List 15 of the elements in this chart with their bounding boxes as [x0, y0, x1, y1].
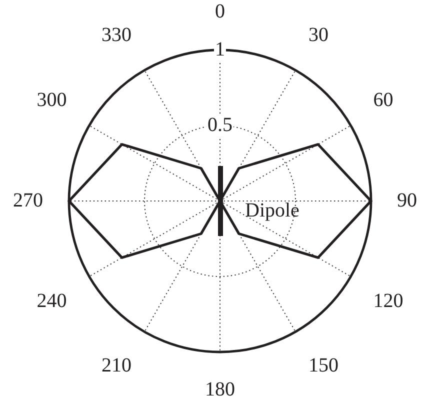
spoke-label: 30	[308, 24, 328, 46]
spoke-label: 120	[373, 290, 404, 312]
spoke-label: 150	[308, 354, 338, 377]
spoke-label: 270	[13, 189, 43, 212]
spoke-label: 0	[215, 0, 225, 22]
spoke-label: 330	[102, 24, 132, 46]
spoke-label: 210	[102, 354, 132, 377]
spoke-label: 300	[36, 88, 67, 111]
spoke-label: 180	[205, 378, 235, 400]
spoke-label: 240	[36, 290, 67, 312]
spoke-label: 90	[397, 189, 417, 212]
spoke-label: 60	[373, 88, 394, 111]
y-tick-label: 1	[215, 38, 225, 60]
y-tick-label: 0.5	[208, 114, 232, 136]
text: Dipole	[245, 199, 300, 222]
